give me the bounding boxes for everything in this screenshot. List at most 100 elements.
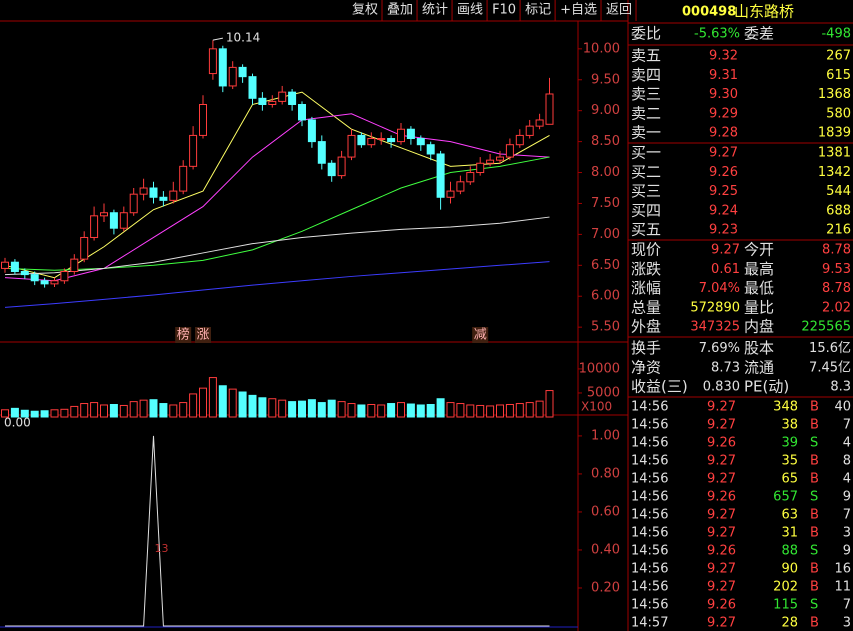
volume-bar <box>248 394 257 418</box>
y-tick-label: 8.50 <box>591 134 620 149</box>
volume-bar <box>476 404 485 418</box>
quote-value: 2.02 <box>822 300 851 315</box>
book-volume: 688 <box>826 203 851 218</box>
candle-body <box>416 138 425 146</box>
y-tick-label: 9.00 <box>591 103 620 118</box>
volume-bar <box>466 404 475 418</box>
candle-body <box>357 134 366 146</box>
trade-count: 7 <box>843 598 851 613</box>
candle-body <box>129 193 138 214</box>
quote-label: 现价 <box>631 241 661 259</box>
toolbar-button[interactable]: 叠加 <box>387 3 413 18</box>
candle-body <box>426 144 435 155</box>
candle-body <box>149 187 158 198</box>
trade-time: 14:56 <box>631 544 668 559</box>
trade-side: B <box>810 580 819 595</box>
trade-time: 14:56 <box>631 562 668 577</box>
candle-body <box>139 187 148 195</box>
trade-volume: 202 <box>773 580 798 595</box>
trade-count: 40 <box>834 400 851 415</box>
candle-body <box>189 134 198 167</box>
candle-body <box>159 196 168 201</box>
trade-count: 3 <box>843 616 851 631</box>
candle-body <box>179 165 188 192</box>
trade-count: 4 <box>843 472 851 487</box>
trade-side: B <box>810 454 819 469</box>
quote-label: 最低 <box>744 279 774 297</box>
trade-volume: 90 <box>781 562 798 577</box>
trade-time: 14:56 <box>631 418 668 433</box>
trade-price: 9.27 <box>707 580 736 595</box>
volume-bar <box>208 377 217 418</box>
quote-value: 0.830 <box>703 380 740 395</box>
volume-bar <box>515 403 524 418</box>
trade-volume: 657 <box>773 490 798 505</box>
book-label: 买五 <box>631 221 661 239</box>
y-tick-label: 0.80 <box>591 466 620 481</box>
trade-side: B <box>810 400 819 415</box>
trade-price: 9.26 <box>707 490 736 505</box>
volume-bar <box>446 402 455 418</box>
volume-bar <box>159 403 168 418</box>
y-tick-label: 6.50 <box>591 258 620 273</box>
toolbar-button[interactable]: F10 <box>492 3 516 18</box>
trade-volume: 88 <box>781 544 798 559</box>
candle-body <box>446 190 455 198</box>
candle-body <box>298 103 306 121</box>
book-price: 9.28 <box>709 126 738 141</box>
candle-body <box>40 280 49 285</box>
candle-body <box>486 159 495 164</box>
volume-bar <box>436 398 445 418</box>
trade-time: 14:56 <box>631 508 668 523</box>
candle-body <box>436 153 445 198</box>
volume-bar <box>179 402 188 418</box>
volume-bar <box>337 401 346 418</box>
y-tick-label: 0.20 <box>591 580 620 595</box>
book-volume: 1381 <box>818 146 851 161</box>
candle-body <box>278 91 287 102</box>
toolbar-button[interactable]: 复权 <box>352 2 378 18</box>
quote-value: 8.78 <box>822 281 851 296</box>
toolbar-button[interactable]: +自选 <box>560 3 597 18</box>
candle-body <box>50 280 59 285</box>
quote-label: 总量 <box>631 298 661 316</box>
trade-count: 7 <box>843 508 851 523</box>
toolbar-button[interactable]: 标记 <box>525 3 551 18</box>
candle-body <box>515 134 524 146</box>
volume-bar <box>90 402 99 418</box>
toolbar-button[interactable]: 画线 <box>457 3 483 18</box>
annotation-leader <box>212 37 223 41</box>
volume-bar <box>416 404 425 418</box>
candle-body <box>208 48 217 75</box>
candle-body <box>307 119 316 143</box>
signal: 涨 <box>196 328 209 343</box>
toolbar-button[interactable]: 返回 <box>606 3 632 18</box>
volume-bar <box>80 403 89 418</box>
quote-label: 换手 <box>631 339 661 357</box>
quote-label: 涨跌 <box>631 260 661 278</box>
signal: 减 <box>474 328 487 343</box>
book-label: 卖三 <box>631 85 661 103</box>
label: 委差 <box>744 25 774 43</box>
book-volume: 580 <box>826 106 851 121</box>
quote-label: 流通 <box>744 358 774 376</box>
y-tick-label: 5.50 <box>591 320 620 335</box>
value: -5.63% <box>694 27 740 42</box>
trade-price: 9.27 <box>707 454 736 469</box>
candle-body <box>337 156 346 177</box>
trade-volume: 115 <box>773 598 798 613</box>
toolbar-button[interactable]: 统计 <box>422 3 448 18</box>
book-volume: 267 <box>826 49 851 64</box>
trade-time: 14:56 <box>631 454 668 469</box>
candle-body <box>327 162 336 177</box>
volume-bar <box>307 399 316 418</box>
candle-body <box>347 134 356 158</box>
book-label: 买四 <box>631 201 661 219</box>
quote-value: 225565 <box>801 320 851 335</box>
trade-side: B <box>810 508 819 523</box>
trade-volume: 65 <box>781 472 798 487</box>
volume-bar <box>258 397 267 418</box>
quote-value: 8.3 <box>830 380 851 395</box>
candle-body <box>109 212 118 229</box>
volume-bar <box>486 405 495 418</box>
